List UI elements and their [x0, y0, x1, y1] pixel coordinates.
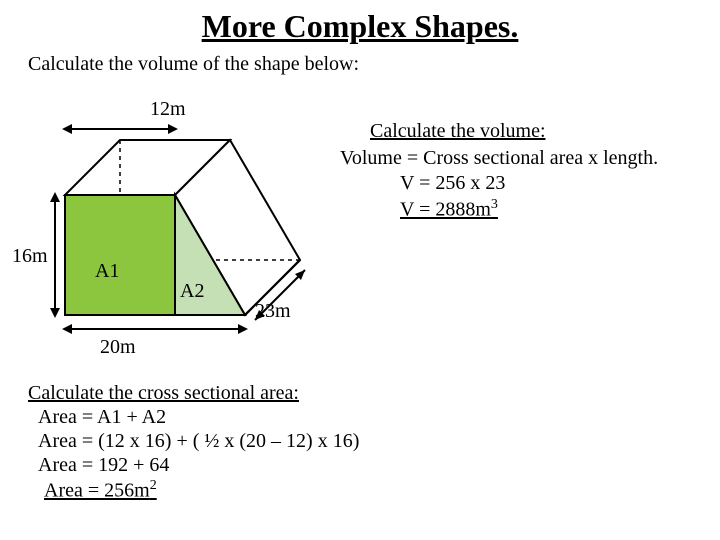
area-l4-text: Area = 256m	[44, 480, 150, 502]
area-heading: Calculate the cross sectional area:	[28, 382, 359, 405]
area-l4: Area = 256m2	[34, 478, 359, 503]
volume-heading: Calculate the volume:	[370, 120, 658, 143]
area-calc: Calculate the cross sectional area: Area…	[28, 382, 359, 504]
area-l3: Area = 192 + 64	[28, 454, 359, 477]
volume-line3-sup: 3	[491, 197, 498, 212]
area-l1: Area = A1 + A2	[28, 406, 359, 429]
volume-line3-text: V = 2888m	[400, 199, 491, 221]
shape-diagram: 12m 16m A1 A2 23m 20m	[20, 100, 340, 350]
label-16m: 16m	[12, 245, 48, 268]
depth-arrow	[245, 250, 335, 340]
area-l4-sup: 2	[150, 478, 157, 493]
volume-line2: V = 256 x 23	[370, 172, 658, 195]
volume-line1: Volume = Cross sectional area x length.	[340, 147, 658, 170]
volume-line3: V = 2888m3	[370, 197, 658, 222]
label-12m: 12m	[150, 98, 186, 121]
instruction-text: Calculate the volume of the shape below:	[0, 51, 720, 76]
area-l2: Area = (12 x 16) + ( ½ x (20 – 12) x 16)	[28, 430, 359, 453]
label-20m: 20m	[100, 336, 136, 359]
volume-calc: Calculate the volume: Volume = Cross sec…	[370, 120, 658, 224]
page-title: More Complex Shapes.	[0, 0, 720, 51]
label-a2: A2	[180, 280, 204, 303]
label-a1: A1	[95, 260, 119, 283]
